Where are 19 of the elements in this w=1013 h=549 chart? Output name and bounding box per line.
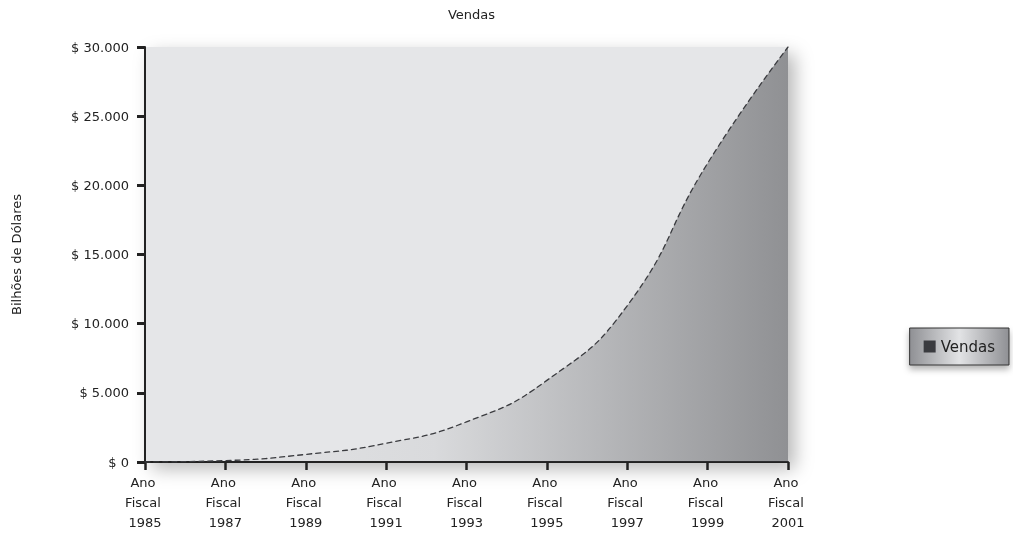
y-axis-title: Bilhões de Dólares xyxy=(9,193,24,315)
x-tick-label: Ano Fiscal 1997 xyxy=(607,474,648,530)
y-tick-label: $ 5.000 xyxy=(79,385,129,401)
y-tick-label: $ 0 xyxy=(108,454,129,470)
y-tick-label: $ 15.000 xyxy=(71,247,129,262)
y-tick-label: $ 25.000 xyxy=(71,108,129,124)
y-tick-label: $ 30.000 xyxy=(71,39,129,55)
legend-label: Vendas xyxy=(940,337,996,356)
chart-title: Vendas xyxy=(447,7,496,22)
x-tick-label: Ano Fiscal 1991 xyxy=(366,474,407,530)
x-tick-label: Ano Fiscal 2001 xyxy=(768,474,808,530)
x-tick-label: Ano Fiscal 1999 xyxy=(687,474,728,530)
x-tick-label: Ano Fiscal 1985 xyxy=(125,474,165,530)
x-tick-label: Ano Fiscal 1989 xyxy=(285,474,326,530)
x-tick-label: Ano Fiscal 1993 xyxy=(446,474,487,530)
y-tick-label: $ 10.000 xyxy=(71,316,129,332)
x-tick-label: Ano Fiscal 1987 xyxy=(205,474,246,530)
x-tick-label: Ano Fiscal 1995 xyxy=(526,474,567,530)
y-tick-label: $ 20.000 xyxy=(71,177,129,193)
